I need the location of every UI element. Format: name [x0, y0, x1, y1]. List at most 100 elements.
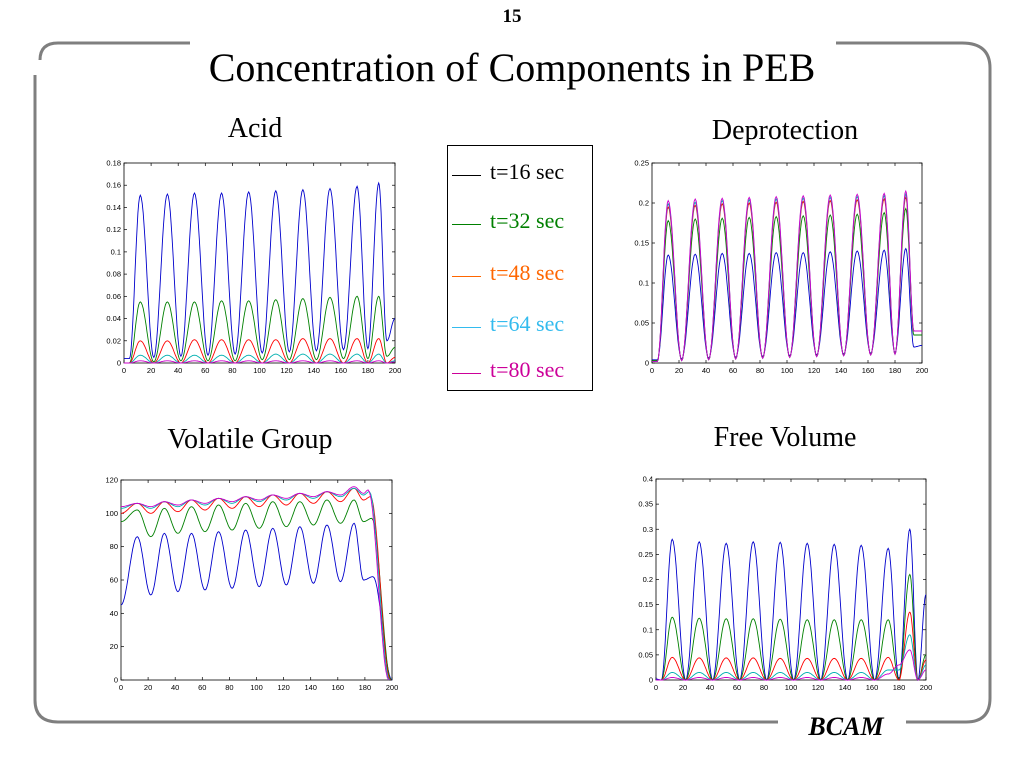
chart-title-acid: Acid [227, 113, 283, 144]
legend-label-t16: t=16 sec [490, 159, 565, 184]
y-tick-label: 0 [645, 359, 649, 368]
y-tick-label: 0.15 [634, 239, 649, 248]
y-tick-label: 0 [114, 676, 118, 685]
y-tick-label: 0.1 [643, 625, 653, 634]
y-tick-label: 0.05 [638, 650, 653, 659]
series-line-5 [652, 189, 922, 362]
x-tick-label: 180 [889, 366, 902, 375]
x-tick-label: 160 [335, 366, 348, 375]
x-tick-label: 60 [201, 366, 209, 375]
x-tick-label: 140 [839, 683, 852, 692]
x-tick-label: 100 [781, 366, 794, 375]
series-line-2 [124, 295, 395, 364]
x-tick-label: 20 [147, 366, 155, 375]
series-line-5 [124, 360, 395, 364]
series-line-1 [124, 181, 395, 360]
x-tick-label: 180 [359, 683, 372, 692]
x-tick-label: 200 [920, 683, 933, 692]
y-tick-label: 40 [110, 609, 118, 618]
legend-label-t32: t=32 sec [490, 208, 565, 233]
x-tick-label: 140 [307, 366, 320, 375]
x-tick-label: 20 [675, 366, 683, 375]
y-tick-label: 0.05 [634, 319, 649, 328]
y-tick-label: 0.04 [106, 314, 121, 323]
y-tick-label: 0 [117, 359, 121, 368]
x-tick-label: 0 [654, 683, 658, 692]
chart-title-volatile-group: Volatile Group [167, 424, 333, 455]
x-tick-label: 160 [866, 683, 879, 692]
y-tick-label: 0.4 [643, 475, 653, 484]
legend-swatch-t32 [452, 224, 481, 225]
y-tick-label: 60 [110, 576, 118, 585]
y-tick-label: 0.14 [106, 203, 121, 212]
plot-area [651, 162, 923, 364]
slide-title: Concentration of Components in PEB [208, 45, 816, 90]
x-tick-label: 80 [228, 366, 236, 375]
y-tick-label: 0.12 [106, 225, 121, 234]
x-tick-label: 120 [812, 683, 825, 692]
x-tick-label: 200 [916, 366, 929, 375]
x-tick-label: 180 [362, 366, 375, 375]
x-tick-label: 200 [386, 683, 399, 692]
x-tick-label: 140 [304, 683, 317, 692]
x-tick-label: 40 [702, 366, 710, 375]
x-tick-label: 20 [144, 683, 152, 692]
legend-swatch-t80 [452, 373, 481, 374]
x-tick-label: 160 [332, 683, 345, 692]
series-line-1 [121, 522, 392, 681]
x-tick-label: 100 [250, 683, 263, 692]
legend-swatch-t48 [452, 276, 481, 277]
x-tick-label: 80 [756, 366, 764, 375]
x-tick-label: 80 [225, 683, 233, 692]
series-line-5 [121, 486, 390, 681]
y-tick-label: 0.02 [106, 336, 121, 345]
y-tick-label: 0.1 [639, 279, 649, 288]
y-tick-label: 0.35 [638, 500, 653, 509]
x-tick-label: 120 [808, 366, 821, 375]
page-number: 15 [502, 6, 522, 27]
x-tick-label: 180 [893, 683, 906, 692]
legend-swatch-t64 [452, 327, 481, 328]
legend-label-t48: t=48 sec [490, 260, 565, 285]
x-tick-label: 60 [729, 366, 737, 375]
x-tick-label: 0 [119, 683, 123, 692]
x-tick-label: 120 [277, 683, 290, 692]
y-tick-label: 0.06 [106, 292, 121, 301]
series-line-3 [121, 487, 391, 681]
chart-title-free-volume: Free Volume [713, 422, 857, 453]
y-tick-label: 0.3 [643, 525, 653, 534]
y-tick-label: 100 [105, 509, 118, 518]
y-tick-label: 0.2 [639, 199, 649, 208]
x-tick-label: 40 [706, 683, 714, 692]
y-tick-label: 0.1 [111, 247, 121, 256]
y-tick-label: 80 [110, 542, 118, 551]
x-tick-label: 140 [835, 366, 848, 375]
x-tick-label: 100 [253, 366, 266, 375]
x-tick-label: 0 [122, 366, 126, 375]
legend-swatch-t16 [452, 175, 481, 176]
x-tick-label: 100 [785, 683, 798, 692]
x-tick-label: 40 [171, 683, 179, 692]
x-tick-label: 0 [650, 366, 654, 375]
y-tick-label: 0.18 [106, 159, 121, 168]
y-tick-label: 120 [105, 476, 118, 485]
x-tick-label: 60 [733, 683, 741, 692]
x-tick-label: 160 [862, 366, 875, 375]
legend-label-t80: t=80 sec [490, 357, 565, 382]
x-tick-label: 80 [760, 683, 768, 692]
x-tick-label: 40 [174, 366, 182, 375]
chart-title-deprotection: Deprotection [711, 115, 859, 146]
x-tick-label: 20 [679, 683, 687, 692]
y-tick-label: 0.25 [634, 159, 649, 168]
y-tick-label: 0 [649, 676, 653, 685]
x-tick-label: 60 [198, 683, 206, 692]
y-tick-label: 20 [110, 642, 118, 651]
y-tick-label: 0.25 [638, 550, 653, 559]
series-line-2 [121, 499, 392, 681]
plot-area [655, 478, 927, 681]
y-tick-label: 0.2 [643, 575, 653, 584]
